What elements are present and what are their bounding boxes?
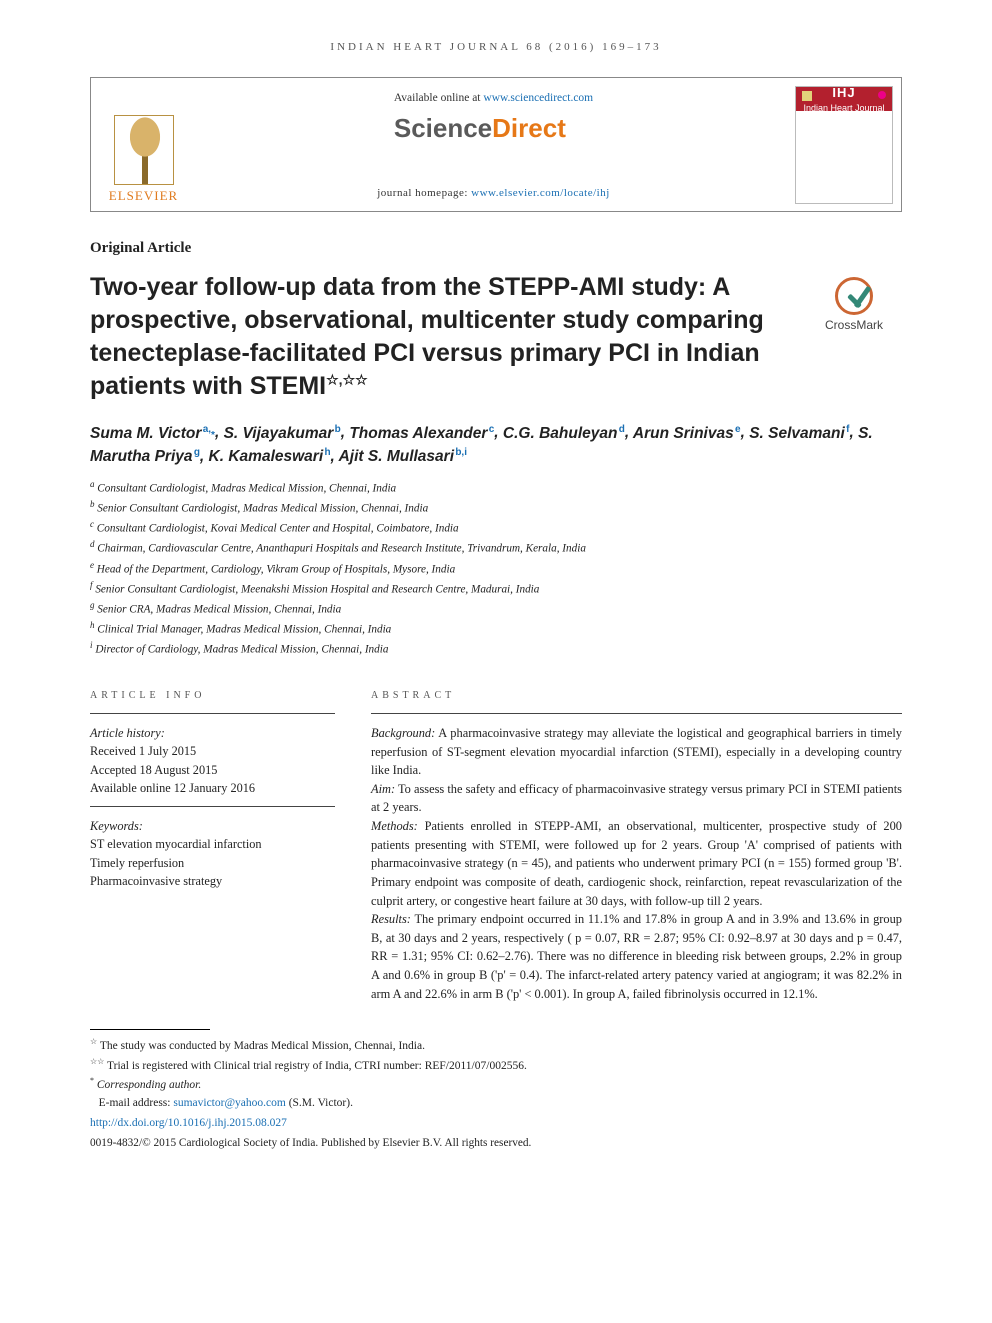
abstract-methods: Methods: Patients enrolled in STEPP-AMI,… [371,817,902,910]
footnote-star2-text: Trial is registered with Clinical trial … [107,1060,527,1072]
author: K. Kamaleswari h [209,448,331,465]
author: Suma M. Victor a,* [90,425,215,442]
journal-home-prefix: journal homepage: [377,187,471,199]
affiliation-list: a Consultant Cardiologist, Madras Medica… [90,478,902,659]
header-banner: ELSEVIER Available online at www.science… [90,77,902,212]
availability-link[interactable]: www.sciencedirect.com [483,92,593,104]
article-info-col: ARTICLE INFO Article history: Received 1… [90,689,335,1003]
divider [371,713,902,714]
sd-logo-right: Direct [492,113,566,143]
article-type: Original Article [90,238,902,259]
author: Arun Srinivas e [633,425,741,442]
journal-home-link[interactable]: www.elsevier.com/locate/ihj [471,187,610,199]
affiliation: g Senior CRA, Madras Medical Mission, Ch… [90,599,902,619]
divider [90,806,335,807]
copyright-line: 0019-4832/© 2015 Cardiological Society o… [90,1135,902,1153]
sd-logo-left: Science [394,113,492,143]
author: Ajit S. Mullasari b,i [339,448,467,465]
keyword: Pharmacoinvasive strategy [90,872,335,890]
article-info-head: ARTICLE INFO [90,689,335,703]
header-center: Available online at www.sciencedirect.co… [196,78,791,211]
keywords-block: Keywords: ST elevation myocardial infarc… [90,817,335,891]
journal-homepage-line: journal homepage: www.elsevier.com/locat… [377,186,610,201]
elsevier-wordmark: ELSEVIER [99,187,189,205]
sciencedirect-logo: ScienceDirect [394,110,593,146]
doi-link[interactable]: http://dx.doi.org/10.1016/j.ihj.2015.08.… [90,1115,902,1133]
abstract-background: Background: A pharmacoinvasive strategy … [371,724,902,780]
divider [90,713,335,714]
footnotes: ☆ The study was conducted by Madras Medi… [90,1036,902,1152]
cover-journal-name: Indian Heart Journal [803,102,884,115]
results-label: Results: [371,912,411,926]
email-label: E-mail address: [99,1097,174,1109]
crossmark-badge[interactable]: CrossMark [806,277,902,334]
footnote-email: E-mail address: sumavictor@yahoo.com (S.… [90,1095,902,1113]
aim-text: To assess the safety and efficacy of pha… [371,782,902,815]
cover-badge-icon [802,91,812,101]
elsevier-tree-icon [114,115,174,185]
keywords-label: Keywords: [90,817,335,835]
running-head: INDIAN HEART JOURNAL 68 (2016) 169–173 [90,40,902,55]
publisher-logo-col: ELSEVIER [91,78,196,211]
aim-label: Aim: [371,782,395,796]
title-row: Two-year follow-up data from the STEPP-A… [90,271,902,403]
abstract-results: Results: The primary endpoint occurred i… [371,910,902,1003]
journal-cover-col: IHJ Indian Heart Journal [791,78,901,211]
affiliation: f Senior Consultant Cardiologist, Meenak… [90,579,902,599]
background-label: Background: [371,726,435,740]
footnote-corresponding: * Corresponding author. [90,1075,902,1095]
author: S. Vijayakumar b [224,425,341,442]
abstract-aim: Aim: To assess the safety and efficacy o… [371,780,902,817]
email-link[interactable]: sumavictor@yahoo.com [173,1097,285,1109]
title-footnote-markers: ☆,☆☆ [326,372,368,388]
crossmark-icon [835,277,873,315]
methods-label: Methods: [371,819,418,833]
affiliation: d Chairman, Cardiovascular Centre, Anant… [90,538,902,558]
author: C.G. Bahuleyan d [503,425,625,442]
article-title: Two-year follow-up data from the STEPP-A… [90,271,786,403]
received-line: Received 1 July 2015 [90,742,335,760]
elsevier-logo: ELSEVIER [99,115,189,205]
footnote-star1: ☆ The study was conducted by Madras Medi… [90,1036,902,1056]
history-label: Article history: [90,724,335,742]
journal-cover: IHJ Indian Heart Journal [795,86,893,204]
availability-prefix: Available online at [394,92,484,104]
footnote-separator [90,1029,210,1030]
article-history: Article history: Received 1 July 2015 Ac… [90,724,335,798]
online-line: Available online 12 January 2016 [90,779,335,797]
email-who: (S.M. Victor). [286,1097,353,1109]
footnote-star1-text: The study was conducted by Madras Medica… [100,1040,425,1052]
methods-text: Patients enrolled in STEPP-AMI, an obser… [371,819,902,907]
info-abstract-row: ARTICLE INFO Article history: Received 1… [90,689,902,1003]
cover-abbrev: IHJ [832,84,855,102]
results-text: The primary endpoint occurred in 11.1% a… [371,912,902,1000]
affiliation: i Director of Cardiology, Madras Medical… [90,639,902,659]
affiliation: e Head of the Department, Cardiology, Vi… [90,559,902,579]
crossmark-label: CrossMark [825,318,883,332]
affiliation: c Consultant Cardiologist, Kovai Medical… [90,518,902,538]
availability-line: Available online at www.sciencedirect.co… [394,90,593,106]
footnote-star2: ☆☆ Trial is registered with Clinical tri… [90,1056,902,1076]
author-list: Suma M. Victor a,*, S. Vijayakumar b, Th… [90,421,902,468]
affiliation: b Senior Consultant Cardiologist, Madras… [90,498,902,518]
keyword: ST elevation myocardial infarction [90,835,335,853]
abstract-col: ABSTRACT Background: A pharmacoinvasive … [371,689,902,1003]
keyword: Timely reperfusion [90,854,335,872]
affiliation: h Clinical Trial Manager, Madras Medical… [90,619,902,639]
background-text: A pharmacoinvasive strategy may alleviat… [371,726,902,777]
author: Thomas Alexander c [349,425,494,442]
author: S. Selvamani f [749,425,849,442]
affiliation: a Consultant Cardiologist, Madras Medica… [90,478,902,498]
title-text: Two-year follow-up data from the STEPP-A… [90,273,764,400]
corresponding-label: Corresponding author. [97,1079,201,1091]
abstract-head: ABSTRACT [371,689,902,703]
accepted-line: Accepted 18 August 2015 [90,761,335,779]
